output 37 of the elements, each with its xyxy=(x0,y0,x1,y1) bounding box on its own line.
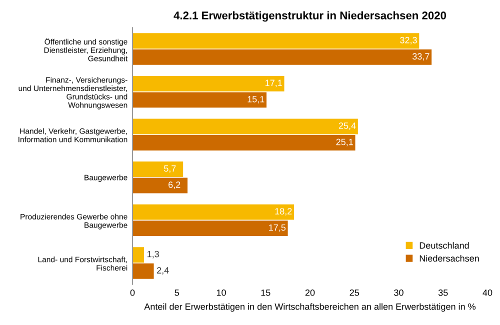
data-label: 2,4 xyxy=(157,267,169,275)
data-label: 25,1 xyxy=(336,138,353,146)
x-tick-label: 15 xyxy=(261,290,270,296)
bar xyxy=(132,92,267,108)
data-label: 15,1 xyxy=(248,96,264,104)
data-label: 18,2 xyxy=(275,208,292,216)
bar xyxy=(132,178,188,194)
data-label: 17,1 xyxy=(266,80,282,88)
data-label: 25,4 xyxy=(338,122,356,130)
legend-label: Deutschland xyxy=(420,242,469,249)
x-tick-label: 25 xyxy=(350,289,360,296)
bar xyxy=(132,204,294,220)
data-label: 32,3 xyxy=(400,36,417,44)
bar xyxy=(132,76,284,92)
x-tick-label: 40 xyxy=(482,289,492,296)
bar xyxy=(132,263,154,279)
data-label: 5,7 xyxy=(164,165,176,173)
x-axis-title: Anteil der Erwerbstätigen in den Wirtschaftsbereichen an allen Erwerbstätigen in % xyxy=(144,303,476,312)
bar xyxy=(132,247,144,263)
legend-label: Niedersachsen xyxy=(420,254,479,262)
chart-title: 4.2.1 Erwerbstätigenstruktur in Niedersachsen 2020 xyxy=(174,11,446,22)
bar xyxy=(132,49,432,65)
bar xyxy=(132,118,358,134)
bar xyxy=(132,162,184,177)
bar xyxy=(132,220,288,236)
data-label: 1,3 xyxy=(148,250,159,258)
x-tick-label: 20 xyxy=(305,289,315,296)
data-label: 17,5 xyxy=(269,224,286,232)
data-label: 33,7 xyxy=(412,53,430,61)
data-label: 6,2 xyxy=(168,182,180,190)
x-tick-label: 35 xyxy=(438,289,448,296)
x-tick-label: 10 xyxy=(216,289,226,296)
x-tick-label: 0 xyxy=(130,289,135,296)
bar xyxy=(132,33,420,49)
x-tick-label: 30 xyxy=(394,289,404,296)
bar xyxy=(132,135,356,150)
x-tick-label: 5 xyxy=(174,290,180,296)
